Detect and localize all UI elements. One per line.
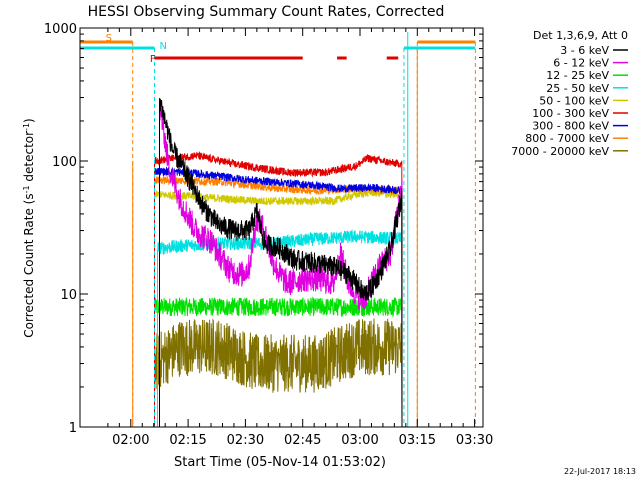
x-tick-label: 03:30 bbox=[456, 433, 493, 448]
series-line bbox=[154, 318, 403, 428]
x-tick-label: 03:15 bbox=[399, 433, 436, 448]
legend-label: 6 - 12 keV bbox=[553, 57, 609, 70]
x-tick-label: 02:45 bbox=[284, 433, 321, 448]
legend-label: 50 - 100 keV bbox=[539, 94, 609, 107]
x-tick-label: 02:15 bbox=[169, 433, 206, 448]
flag-label: S bbox=[106, 33, 112, 44]
legend-label: 800 - 7000 keV bbox=[525, 132, 609, 145]
flag-bars: S NF bbox=[80, 33, 476, 427]
timestamp: 22-Jul-2017 18:13 bbox=[564, 467, 636, 476]
y-tick-label: 1 bbox=[69, 421, 77, 436]
legend-label: 7000 - 20000 keV bbox=[511, 145, 609, 158]
x-axis-label: Start Time (05-Nov-14 01:53:02) bbox=[174, 455, 386, 470]
y-axis: 1 10 100 1000 bbox=[44, 22, 483, 436]
series-line bbox=[154, 150, 403, 428]
series-line bbox=[159, 98, 403, 427]
y-axis-label: Corrected Count Rate (s-1 detector-1) bbox=[22, 118, 37, 337]
legend-header: Det 1,3,6,9, Att 0 bbox=[533, 29, 628, 42]
chart-title: HESSI Observing Summary Count Rates, Cor… bbox=[88, 4, 445, 20]
legend-label: 300 - 800 keV bbox=[532, 120, 609, 133]
x-tick-label: 02:30 bbox=[227, 433, 264, 448]
flag-label: N bbox=[159, 41, 166, 52]
y-tick-label: 1000 bbox=[44, 22, 77, 37]
x-tick-label: 02:00 bbox=[112, 433, 149, 448]
y-tick-label: 100 bbox=[52, 155, 77, 170]
plot-frame bbox=[79, 27, 484, 428]
x-axis: 02:00 02:15 02:30 02:45 03:00 03:15 03:30 bbox=[107, 28, 493, 448]
legend-label: 25 - 50 keV bbox=[546, 82, 609, 95]
legend-label: 100 - 300 keV bbox=[532, 107, 609, 120]
series-line bbox=[154, 166, 403, 428]
series-line bbox=[159, 103, 403, 427]
flag-label: F bbox=[150, 54, 156, 65]
y-tick-label: 10 bbox=[60, 288, 77, 303]
legend-label: 12 - 25 keV bbox=[546, 69, 609, 82]
legend-label: 3 - 6 keV bbox=[560, 44, 609, 57]
plot-data bbox=[132, 32, 418, 428]
x-tick-label: 03:00 bbox=[341, 433, 378, 448]
